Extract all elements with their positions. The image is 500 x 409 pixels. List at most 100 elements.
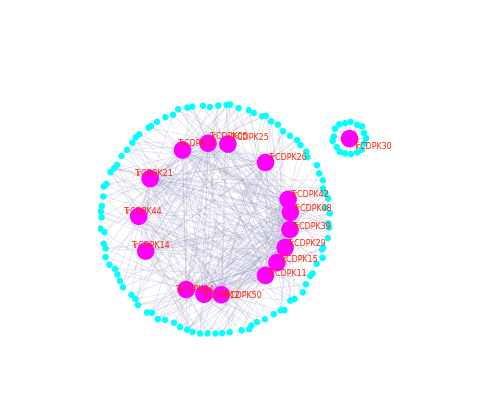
Point bbox=[296, 142, 304, 149]
Point bbox=[142, 248, 150, 255]
Point bbox=[248, 323, 256, 329]
Point bbox=[347, 151, 355, 158]
Point bbox=[226, 102, 234, 108]
Point bbox=[326, 211, 334, 217]
Point bbox=[319, 178, 327, 184]
Point bbox=[286, 227, 294, 233]
Point bbox=[218, 330, 226, 337]
Point bbox=[290, 296, 298, 303]
Point bbox=[148, 310, 156, 316]
Point bbox=[123, 147, 131, 154]
Point bbox=[302, 281, 310, 288]
Point bbox=[281, 245, 289, 251]
Point bbox=[262, 272, 270, 279]
Point bbox=[336, 149, 344, 156]
Point bbox=[196, 330, 204, 337]
Point bbox=[324, 220, 332, 227]
Point bbox=[276, 307, 284, 314]
Point bbox=[174, 107, 182, 113]
Point bbox=[100, 184, 108, 190]
Point bbox=[224, 142, 232, 148]
Point bbox=[184, 105, 192, 112]
Point bbox=[106, 170, 114, 176]
Text: TrCDPK30: TrCDPK30 bbox=[353, 142, 392, 151]
Text: TrCDPK44: TrCDPK44 bbox=[123, 207, 162, 216]
Point bbox=[353, 150, 361, 156]
Point bbox=[324, 196, 332, 202]
Point bbox=[97, 209, 105, 215]
Point bbox=[98, 203, 106, 210]
Point bbox=[335, 122, 343, 128]
Point bbox=[119, 284, 127, 291]
Point bbox=[362, 136, 370, 142]
Point bbox=[169, 112, 177, 119]
Point bbox=[116, 278, 124, 285]
Point bbox=[102, 181, 110, 188]
Text: TrCDPK29: TrCDPK29 bbox=[288, 239, 327, 248]
Point bbox=[280, 307, 288, 314]
Point bbox=[261, 316, 269, 323]
Point bbox=[318, 255, 326, 261]
Point bbox=[214, 103, 222, 110]
Point bbox=[222, 102, 230, 109]
Point bbox=[346, 136, 354, 142]
Point bbox=[346, 119, 354, 126]
Point bbox=[161, 317, 169, 324]
Point bbox=[245, 108, 253, 114]
Point bbox=[102, 245, 110, 252]
Point bbox=[318, 247, 326, 253]
Point bbox=[279, 129, 287, 135]
Text: TrCDPK26: TrCDPK26 bbox=[268, 153, 306, 162]
Point bbox=[143, 310, 151, 316]
Point bbox=[162, 115, 170, 121]
Point bbox=[226, 329, 234, 336]
Point bbox=[200, 291, 208, 298]
Point bbox=[319, 186, 327, 192]
Point bbox=[204, 141, 212, 147]
Text: TrCDPK08: TrCDPK08 bbox=[292, 204, 332, 213]
Point bbox=[110, 165, 118, 172]
Point bbox=[341, 151, 349, 157]
Text: TrCDPK03: TrCDPK03 bbox=[177, 139, 216, 148]
Point bbox=[293, 137, 301, 144]
Point bbox=[170, 320, 178, 326]
Point bbox=[218, 292, 226, 298]
Point bbox=[322, 190, 330, 197]
Point bbox=[183, 327, 191, 333]
Point bbox=[106, 262, 114, 268]
Point bbox=[188, 104, 196, 111]
Point bbox=[270, 311, 278, 318]
Point bbox=[134, 213, 142, 220]
Point bbox=[132, 135, 140, 142]
Point bbox=[308, 271, 316, 277]
Point bbox=[299, 290, 307, 296]
Point bbox=[134, 302, 142, 308]
Point bbox=[313, 162, 321, 169]
Point bbox=[136, 132, 143, 138]
Point bbox=[100, 229, 108, 236]
Point bbox=[312, 261, 320, 267]
Point bbox=[273, 260, 281, 266]
Point bbox=[304, 155, 312, 161]
Point bbox=[199, 103, 207, 110]
Text: TrCDPK05: TrCDPK05 bbox=[209, 131, 248, 140]
Point bbox=[204, 330, 212, 337]
Point bbox=[360, 141, 368, 147]
Point bbox=[250, 110, 258, 117]
Text: TrCDPK14: TrCDPK14 bbox=[132, 240, 170, 249]
Point bbox=[102, 254, 110, 261]
Point bbox=[302, 149, 310, 155]
Point bbox=[212, 330, 220, 337]
Point bbox=[113, 162, 121, 169]
Point bbox=[146, 176, 154, 182]
Point bbox=[128, 140, 136, 146]
Point bbox=[286, 209, 294, 216]
Text: TrCDPK15: TrCDPK15 bbox=[279, 254, 318, 263]
Text: TrCDPK21: TrCDPK21 bbox=[134, 169, 173, 178]
Point bbox=[341, 121, 349, 127]
Point bbox=[328, 138, 336, 145]
Text: TrCDPK42: TrCDPK42 bbox=[290, 189, 329, 198]
Point bbox=[99, 194, 107, 200]
Point bbox=[286, 298, 294, 304]
Point bbox=[176, 324, 184, 330]
